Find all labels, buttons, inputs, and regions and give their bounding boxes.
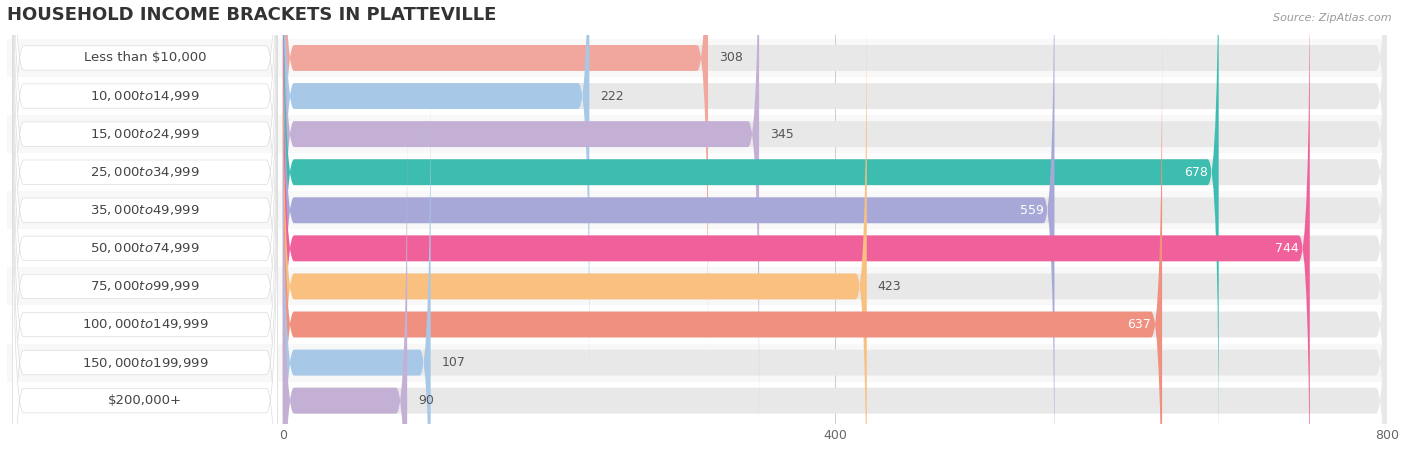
FancyBboxPatch shape — [13, 0, 277, 449]
FancyBboxPatch shape — [13, 0, 277, 449]
FancyBboxPatch shape — [283, 33, 1163, 449]
FancyBboxPatch shape — [283, 109, 408, 449]
Text: $25,000 to $34,999: $25,000 to $34,999 — [90, 165, 200, 179]
FancyBboxPatch shape — [283, 0, 1388, 426]
Text: $200,000+: $200,000+ — [108, 394, 181, 407]
Bar — [7, 115, 1388, 153]
Text: Source: ZipAtlas.com: Source: ZipAtlas.com — [1274, 13, 1392, 23]
FancyBboxPatch shape — [283, 0, 1054, 449]
FancyBboxPatch shape — [283, 0, 1310, 449]
Text: 678: 678 — [1184, 166, 1208, 179]
FancyBboxPatch shape — [13, 0, 277, 449]
Bar — [7, 153, 1388, 191]
Text: $150,000 to $199,999: $150,000 to $199,999 — [82, 356, 208, 370]
Text: $35,000 to $49,999: $35,000 to $49,999 — [90, 203, 200, 217]
Bar — [7, 382, 1388, 420]
FancyBboxPatch shape — [283, 71, 1388, 449]
FancyBboxPatch shape — [283, 71, 430, 449]
FancyBboxPatch shape — [13, 0, 277, 388]
Text: 222: 222 — [600, 89, 624, 102]
Bar — [7, 343, 1388, 382]
FancyBboxPatch shape — [13, 0, 277, 427]
FancyBboxPatch shape — [13, 0, 277, 350]
FancyBboxPatch shape — [283, 0, 1388, 350]
FancyBboxPatch shape — [13, 32, 277, 449]
Text: $15,000 to $24,999: $15,000 to $24,999 — [90, 127, 200, 141]
FancyBboxPatch shape — [283, 0, 1388, 449]
FancyBboxPatch shape — [283, 0, 759, 426]
FancyBboxPatch shape — [13, 108, 277, 449]
Text: $100,000 to $149,999: $100,000 to $149,999 — [82, 317, 208, 331]
FancyBboxPatch shape — [283, 109, 1388, 449]
FancyBboxPatch shape — [283, 0, 866, 449]
Bar — [7, 305, 1388, 343]
Text: Less than $10,000: Less than $10,000 — [84, 52, 207, 65]
Bar — [7, 77, 1388, 115]
FancyBboxPatch shape — [283, 0, 709, 350]
Text: 637: 637 — [1128, 318, 1152, 331]
Bar — [7, 268, 1388, 305]
FancyBboxPatch shape — [283, 0, 589, 387]
Text: 559: 559 — [1019, 204, 1043, 217]
Text: $75,000 to $99,999: $75,000 to $99,999 — [90, 279, 200, 294]
Text: HOUSEHOLD INCOME BRACKETS IN PLATTEVILLE: HOUSEHOLD INCOME BRACKETS IN PLATTEVILLE — [7, 6, 496, 24]
FancyBboxPatch shape — [13, 70, 277, 449]
Text: 345: 345 — [770, 128, 794, 141]
FancyBboxPatch shape — [283, 0, 1388, 449]
Bar — [7, 39, 1388, 77]
Text: $10,000 to $14,999: $10,000 to $14,999 — [90, 89, 200, 103]
Text: 423: 423 — [877, 280, 901, 293]
FancyBboxPatch shape — [283, 0, 1388, 449]
Text: 90: 90 — [418, 394, 434, 407]
Text: $50,000 to $74,999: $50,000 to $74,999 — [90, 242, 200, 255]
FancyBboxPatch shape — [13, 0, 277, 449]
Bar — [7, 191, 1388, 229]
FancyBboxPatch shape — [283, 0, 1219, 449]
FancyBboxPatch shape — [283, 0, 1388, 387]
FancyBboxPatch shape — [283, 0, 1388, 449]
Text: 744: 744 — [1275, 242, 1299, 255]
Bar — [7, 229, 1388, 268]
Text: 107: 107 — [441, 356, 465, 369]
Text: 308: 308 — [718, 52, 742, 65]
FancyBboxPatch shape — [283, 33, 1388, 449]
